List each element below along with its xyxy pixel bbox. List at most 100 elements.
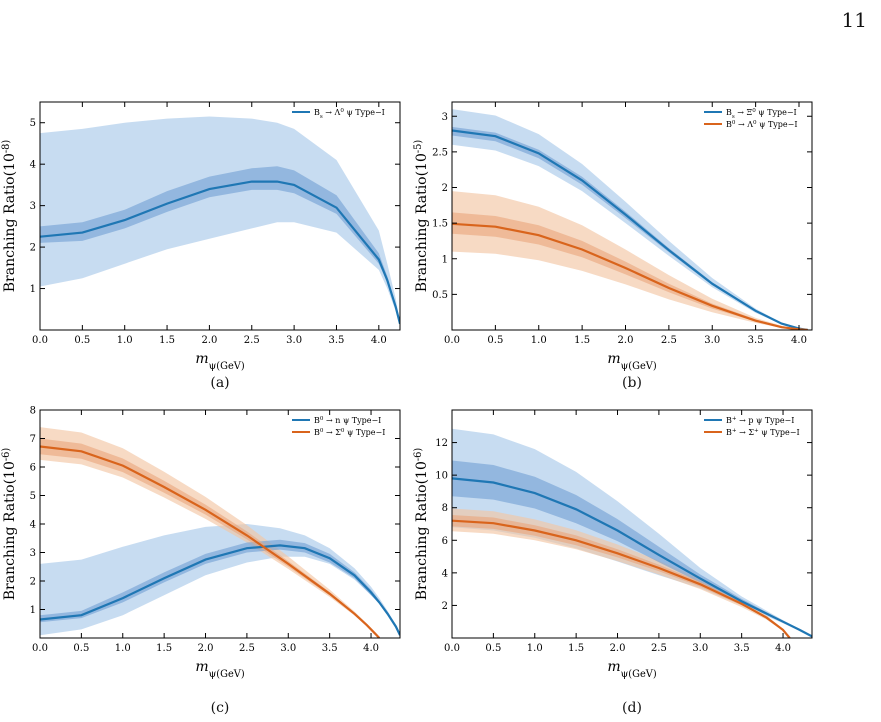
x-tick-label: 1.0 <box>531 335 547 346</box>
chart-panel-d: 0.0 0.5 1.0 1.5 2.0 2.5 3.0 3.5 4.0 2 4 6 8 10 12 mψ(Ge… <box>413 409 813 680</box>
legend-entry: B0 → Σ0 ψ Type−I <box>314 428 385 437</box>
x-tick-label: 4.0 <box>775 643 791 654</box>
x-tick-label: 3.5 <box>734 643 750 654</box>
x-tick-label: 3.5 <box>322 643 338 654</box>
legend-entry: B+ → p ψ Type−I <box>726 416 794 425</box>
y-tick-label: 3 <box>30 548 36 559</box>
y-tick-label: 0.5 <box>432 290 448 301</box>
x-tick-label: 2.5 <box>651 643 667 654</box>
plot-area <box>40 427 400 638</box>
outer-band-series-0 <box>40 524 400 636</box>
y-axis-title: Branching Ratio(10-6) <box>1 448 19 601</box>
legend-entry: Bs → Ξ0 ψ Type−I <box>726 108 797 120</box>
y-tick-label: 6 <box>30 463 36 474</box>
x-tick-label: 1.5 <box>156 643 172 654</box>
outer-band-series-0 <box>40 116 400 324</box>
legend-entry: Bs → Λ0 ψ Type−I <box>314 108 385 120</box>
y-tick-label: 10 <box>435 471 448 482</box>
x-tick-label: 4.0 <box>791 335 807 346</box>
legend-entry: B0 → Λ0 ψ Type−I <box>726 120 798 129</box>
legend-entry: B+ → Σ+ ψ Type−I <box>726 428 800 437</box>
x-tick-label: 2.0 <box>610 643 626 654</box>
x-tick-label: 1.5 <box>568 643 584 654</box>
plot-area <box>40 116 400 325</box>
x-tick-label: 0.0 <box>444 335 460 346</box>
y-tick-label: 3 <box>442 112 448 123</box>
y-tick-label: 2 <box>30 577 36 588</box>
x-tick-label: 4.0 <box>371 335 387 346</box>
x-tick-label: 0.5 <box>74 335 90 346</box>
plot-area <box>452 428 812 638</box>
y-tick-label: 2 <box>442 183 448 194</box>
y-tick-label: 5 <box>30 491 36 502</box>
series-line-0 <box>40 544 400 636</box>
series-line-0 <box>452 129 808 330</box>
x-tick-label: 0.0 <box>32 643 48 654</box>
x-tick-label: 1.0 <box>117 335 133 346</box>
panel-label-d: (d) <box>622 700 642 716</box>
y-tick-label: 1.5 <box>432 219 448 230</box>
panel-label-a: (a) <box>210 375 230 391</box>
x-tick-label: 1.0 <box>527 643 543 654</box>
x-tick-label: 0.0 <box>444 643 460 654</box>
x-tick-label: 0.0 <box>32 335 48 346</box>
chart-panel-a: 0.0 0.5 1.0 1.5 2.0 2.5 3.0 3.5 4.0 1 2 3 4 5 mψ(GeV) B… <box>1 101 401 372</box>
x-tick-label: 2.5 <box>239 643 255 654</box>
series-line-0 <box>40 180 400 325</box>
y-tick-label: 1 <box>442 254 448 265</box>
x-tick-label: 3.5 <box>748 335 764 346</box>
inner-band-series-0 <box>452 460 812 637</box>
chart-panel-c: 0.0 0.5 1.0 1.5 2.0 2.5 3.0 3.5 4.0 1 2 3 4 5 6 7 8 mψ(Ge… <box>1 406 401 680</box>
y-tick-label: 2 <box>442 601 448 612</box>
panel-label-b: (b) <box>622 375 642 391</box>
x-tick-label: 0.5 <box>487 335 503 346</box>
plot-frame <box>451 409 813 639</box>
chart-panel-b: 0.0 0.5 1.0 1.5 2.0 2.5 3.0 3.5 4.0 0.5 1 1.5 2 2.5 3 m… <box>413 101 813 372</box>
y-axis-title: Branching Ratio(10-6) <box>413 448 431 601</box>
x-tick-label: 3.0 <box>692 643 708 654</box>
x-tick-label: 0.5 <box>485 643 501 654</box>
legend: B0 → n ψ Type−I B0 → Σ0 ψ Type−I <box>292 416 385 437</box>
series-line-1 <box>452 519 791 638</box>
y-tick-label: 1 <box>30 605 36 616</box>
x-tick-label: 2.5 <box>244 335 260 346</box>
outer-band-series-1 <box>452 191 808 330</box>
y-tick-label: 6 <box>442 536 448 547</box>
x-tick-label: 0.5 <box>73 643 89 654</box>
plot-frame <box>39 101 401 331</box>
x-tick-label: 3.0 <box>286 335 302 346</box>
x-axis-title: mψ(GeV) <box>607 351 656 372</box>
x-axis-title: mψ(GeV) <box>195 659 244 680</box>
y-tick-label: 4 <box>442 568 448 579</box>
y-tick-label: 4 <box>30 160 36 171</box>
y-tick-label: 3 <box>30 201 36 212</box>
y-tick-label: 12 <box>435 438 448 449</box>
y-tick-label: 2 <box>30 243 36 254</box>
y-tick-label: 7 <box>30 434 36 445</box>
inner-band-series-0 <box>40 539 400 636</box>
x-axis-title: mψ(GeV) <box>195 351 244 372</box>
y-tick-label: 8 <box>30 406 36 417</box>
x-tick-label: 1.0 <box>115 643 131 654</box>
series-line-1 <box>40 445 381 638</box>
series-line-1 <box>452 222 808 330</box>
y-tick-label: 5 <box>30 118 36 129</box>
legend: Bs → Λ0 ψ Type−I <box>292 108 385 120</box>
legend: Bs → Ξ0 ψ Type−IB0 → Λ0 ψ Type−I <box>704 108 798 129</box>
x-tick-label: 4.0 <box>363 643 379 654</box>
y-tick-label: 8 <box>442 503 448 514</box>
x-tick-label: 2.5 <box>661 335 677 346</box>
x-axis-title: mψ(GeV) <box>607 659 656 680</box>
y-tick-label: 4 <box>30 520 36 531</box>
x-tick-label: 3.0 <box>280 643 296 654</box>
x-tick-label: 2.0 <box>618 335 634 346</box>
plot-frame <box>451 101 813 331</box>
panel-label-c: (c) <box>210 700 230 716</box>
x-tick-label: 2.0 <box>201 335 217 346</box>
page-number: 11 <box>841 8 867 32</box>
legend: B+ → p ψ Type−I B+ → Σ+ ψ Type−I <box>704 416 800 437</box>
x-tick-label: 3.5 <box>329 335 345 346</box>
plot-area <box>452 109 808 330</box>
x-tick-label: 1.5 <box>159 335 175 346</box>
x-tick-label: 2.0 <box>198 643 214 654</box>
